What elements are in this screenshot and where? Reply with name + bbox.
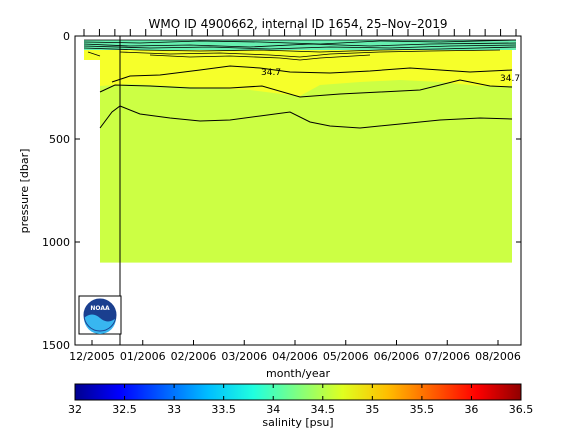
contour-mid [99, 79, 513, 98]
plot-frame [74, 35, 522, 346]
profile-tick-marks [83, 29, 517, 36]
surface-mixed-layer [84, 40, 516, 50]
contour-lines [99, 65, 513, 129]
surface-contours [83, 39, 517, 61]
x-axis-label: month/year [266, 367, 330, 380]
colorbar-tick-label: 32 [68, 403, 82, 416]
noaa-logo-icon: NOAA [78, 295, 122, 335]
colorbar-tick-label: 34 [266, 403, 280, 416]
x-tick-label: 12/2005 [69, 350, 115, 363]
x-tick-label: 05/2006 [323, 350, 369, 363]
deep-water-region [100, 60, 512, 263]
contour-label-1: 34.7 [261, 68, 281, 78]
noaa-logo-text: NOAA [90, 305, 110, 312]
x-tick-label: 01/2006 [120, 350, 166, 363]
colorbar-tick-label: 33.5 [211, 403, 236, 416]
contour-deep [99, 105, 513, 129]
colorbar-label: salinity [psu] [262, 416, 333, 429]
y-axis: 0 500 1000 1500 [42, 30, 521, 352]
x-tick-label: 04/2006 [272, 350, 318, 363]
colorbar-gradient [74, 383, 522, 401]
colorbar-tick-label: 36 [464, 403, 478, 416]
colorbar-tick-label: 32.5 [112, 403, 137, 416]
contour-34-7 [111, 65, 513, 83]
y-axis-label: pressure [dbar] [18, 149, 31, 234]
upper-water-region [100, 50, 512, 96]
colorbar: 32 32.5 33 33.5 34 34.5 35 35.5 36 36.5 [68, 383, 534, 416]
x-tick-label: 02/2006 [171, 350, 217, 363]
y-tick-label: 1000 [42, 236, 70, 249]
colorbar-tick-label: 35.5 [410, 403, 435, 416]
colorbar-tick-label: 34.5 [311, 403, 336, 416]
salinity-field: 34.7 34.7 [83, 39, 520, 263]
contour-label-2: 34.7 [500, 74, 520, 84]
x-tick-label: 06/2006 [374, 350, 420, 363]
surface-near-white-band [84, 50, 100, 60]
x-tick-label: 03/2006 [221, 350, 267, 363]
x-tick-label: 07/2006 [424, 350, 470, 363]
x-tick-label: 08/2006 [475, 350, 521, 363]
y-tick-label: 500 [49, 133, 70, 146]
colorbar-tick-label: 35 [365, 403, 379, 416]
colorbar-tick-label: 36.5 [509, 403, 534, 416]
x-axis: 12/2005 01/2006 02/2006 03/2006 04/2006 05/20… [69, 340, 521, 363]
y-tick-label: 1500 [42, 339, 70, 352]
colorbar-tick-label: 33 [167, 403, 181, 416]
chart-title: WMO ID 4900662, internal ID 1654, 25–Nov… [149, 17, 448, 31]
y-tick-label: 0 [63, 30, 70, 43]
